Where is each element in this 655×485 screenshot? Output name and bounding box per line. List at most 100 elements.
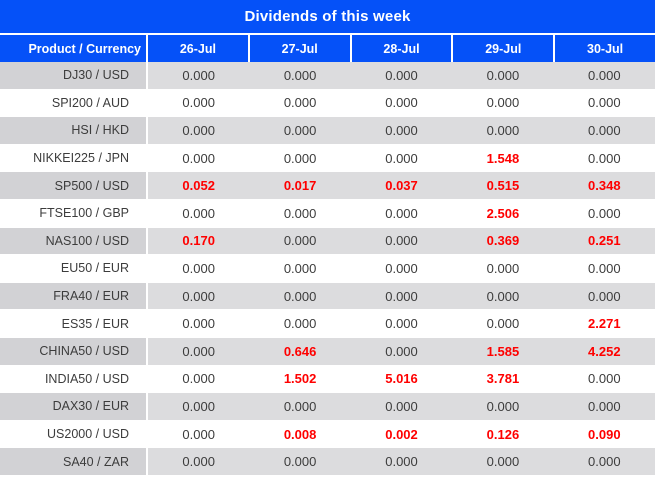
- value-cell: 0.000: [350, 227, 453, 255]
- value-cell: 0.017: [249, 172, 351, 199]
- value-cell: 0.000: [148, 89, 250, 117]
- table-row: SP500 / USD 0.052 0.017 0.037 0.515 0.348: [0, 172, 655, 200]
- value-cell: 2.271: [553, 310, 655, 337]
- value-cell: 0.000: [452, 310, 554, 337]
- value-cell: 0.251: [553, 227, 655, 255]
- table-row: HSI / HKD 0.000 0.000 0.000 0.000 0.000: [0, 117, 655, 145]
- value-cell: 5.016: [350, 365, 453, 393]
- value-cell: 0.000: [553, 117, 655, 144]
- table-row: DJ30 / USD 0.000 0.000 0.000 0.000 0.000: [0, 62, 655, 90]
- value-cell: 0.000: [553, 89, 655, 117]
- value-cell: 2.506: [452, 199, 554, 227]
- product-cell: CHINA50 / USD: [0, 337, 148, 365]
- value-cell: 0.000: [249, 89, 351, 117]
- value-cell: 0.000: [350, 89, 453, 117]
- value-cell: 0.000: [148, 255, 250, 282]
- value-cell: 0.000: [553, 62, 655, 89]
- value-cell: 0.000: [452, 117, 554, 144]
- value-cell: 0.000: [148, 365, 250, 393]
- value-cell: 0.000: [249, 117, 351, 144]
- value-cell: 0.000: [249, 255, 351, 282]
- product-cell: INDIA50 / USD: [0, 365, 148, 393]
- value-cell: 0.000: [249, 393, 351, 420]
- value-cell: 0.000: [350, 337, 453, 365]
- table-row: FRA40 / EUR 0.000 0.000 0.000 0.000 0.000: [0, 282, 655, 311]
- value-cell: 0.000: [249, 282, 351, 310]
- value-cell: 0.000: [148, 282, 250, 310]
- product-cell: SPI200 / AUD: [0, 89, 148, 117]
- value-cell: 0.000: [148, 448, 250, 475]
- value-cell: 0.002: [350, 420, 453, 448]
- product-cell: SP500 / USD: [0, 172, 148, 199]
- value-cell: 0.000: [249, 62, 351, 89]
- value-cell: 4.252: [553, 337, 655, 365]
- product-cell: HSI / HKD: [0, 117, 148, 144]
- value-cell: 0.000: [148, 337, 250, 365]
- value-cell: 1.548: [452, 144, 554, 172]
- column-header-date: 29-Jul: [451, 35, 554, 62]
- table-row: CHINA50 / USD 0.000 0.646 0.000 1.585 4.252: [0, 337, 655, 366]
- table-row: SPI200 / AUD 0.000 0.000 0.000 0.000 0.000: [0, 89, 655, 118]
- column-header-date: 28-Jul: [349, 35, 452, 62]
- value-cell: 0.037: [350, 172, 453, 199]
- value-cell: 0.000: [452, 255, 554, 282]
- table-row: US2000 / USD 0.000 0.008 0.002 0.126 0.090: [0, 420, 655, 449]
- value-cell: 0.000: [553, 448, 655, 475]
- value-cell: 0.000: [249, 144, 351, 172]
- value-cell: 1.502: [249, 365, 351, 393]
- value-cell: 0.515: [452, 172, 554, 199]
- value-cell: 0.000: [553, 255, 655, 282]
- product-cell: NAS100 / USD: [0, 227, 148, 255]
- product-cell: SA40 / ZAR: [0, 448, 148, 475]
- value-cell: 0.000: [452, 62, 554, 89]
- value-cell: 0.000: [553, 144, 655, 172]
- column-header-date: 26-Jul: [148, 35, 248, 62]
- value-cell: 0.348: [553, 172, 655, 199]
- value-cell: 0.000: [452, 393, 554, 420]
- table-row: ES35 / EUR 0.000 0.000 0.000 0.000 2.271: [0, 310, 655, 338]
- table-row: INDIA50 / USD 0.000 1.502 5.016 3.781 0.000: [0, 365, 655, 394]
- value-cell: 0.000: [350, 144, 453, 172]
- product-cell: FTSE100 / GBP: [0, 199, 148, 227]
- value-cell: 0.000: [350, 393, 453, 420]
- value-cell: 0.000: [553, 365, 655, 393]
- value-cell: 0.646: [249, 337, 351, 365]
- value-cell: 0.000: [249, 448, 351, 475]
- value-cell: 0.000: [553, 393, 655, 420]
- table-body: DJ30 / USD 0.000 0.000 0.000 0.000 0.000 SPI20…: [0, 62, 655, 476]
- value-cell: 0.000: [452, 89, 554, 117]
- product-cell: DAX30 / EUR: [0, 393, 148, 420]
- table-row: FTSE100 / GBP 0.000 0.000 0.000 2.506 0.000: [0, 199, 655, 228]
- value-cell: 0.008: [249, 420, 351, 448]
- table-row: DAX30 / EUR 0.000 0.000 0.000 0.000 0.000: [0, 393, 655, 421]
- value-cell: 0.000: [249, 227, 351, 255]
- value-cell: 0.000: [452, 448, 554, 475]
- product-cell: US2000 / USD: [0, 420, 148, 448]
- table-row: EU50 / EUR 0.000 0.000 0.000 0.000 0.000: [0, 255, 655, 283]
- value-cell: 0.000: [350, 310, 453, 337]
- column-header-date: 30-Jul: [553, 35, 655, 62]
- value-cell: 0.000: [452, 282, 554, 310]
- value-cell: 0.000: [350, 117, 453, 144]
- value-cell: 0.000: [148, 420, 250, 448]
- value-cell: 0.000: [350, 448, 453, 475]
- product-cell: ES35 / EUR: [0, 310, 148, 337]
- value-cell: 3.781: [452, 365, 554, 393]
- table-row: NAS100 / USD 0.170 0.000 0.000 0.369 0.251: [0, 227, 655, 256]
- value-cell: 0.000: [553, 282, 655, 310]
- value-cell: 1.585: [452, 337, 554, 365]
- value-cell: 0.369: [452, 227, 554, 255]
- value-cell: 0.126: [452, 420, 554, 448]
- table-header-row: Product / Currency 26-Jul 27-Jul 28-Jul 29-J…: [0, 35, 655, 62]
- value-cell: 0.000: [249, 199, 351, 227]
- value-cell: 0.052: [148, 172, 250, 199]
- widget-title: Dividends of this week: [244, 8, 411, 25]
- table-row: SA40 / ZAR 0.000 0.000 0.000 0.000 0.000: [0, 448, 655, 476]
- product-cell: FRA40 / EUR: [0, 282, 148, 310]
- value-cell: 0.000: [148, 144, 250, 172]
- value-cell: 0.000: [350, 62, 453, 89]
- widget-title-bar: Dividends of this week: [0, 0, 655, 33]
- value-cell: 0.000: [148, 117, 250, 144]
- value-cell: 0.000: [148, 199, 250, 227]
